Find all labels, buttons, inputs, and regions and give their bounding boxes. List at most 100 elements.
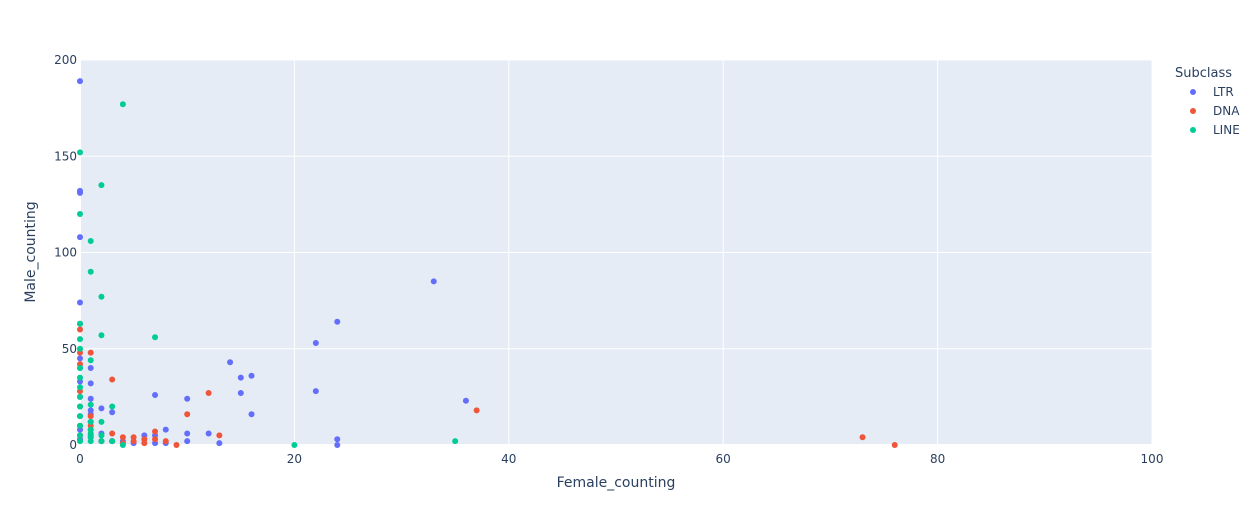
legend-item-dna[interactable]: DNA [1190, 104, 1240, 118]
data-point-dna[interactable] [859, 434, 866, 441]
data-point-dna[interactable] [205, 390, 212, 397]
data-point-dna[interactable] [162, 438, 169, 445]
data-point-line[interactable] [77, 374, 83, 381]
data-point-ltr[interactable] [430, 278, 437, 285]
data-point-dna[interactable] [173, 442, 180, 448]
data-point-line[interactable] [98, 182, 105, 189]
data-point-line[interactable] [119, 101, 126, 108]
x-tick-label: 80 [930, 452, 945, 466]
data-point-dna[interactable] [109, 376, 116, 383]
y-tick-label: 150 [54, 149, 77, 163]
data-point-line[interactable] [77, 413, 83, 420]
data-point-line[interactable] [87, 357, 94, 364]
legend-label-ltr: LTR [1213, 85, 1234, 99]
data-point-ltr[interactable] [87, 365, 94, 371]
data-point-ltr[interactable] [334, 318, 341, 325]
data-point-ltr[interactable] [77, 78, 83, 85]
data-point-dna[interactable] [87, 349, 94, 356]
data-point-line[interactable] [87, 418, 94, 425]
legend-item-ltr[interactable]: LTR [1190, 85, 1234, 99]
data-point-line[interactable] [119, 442, 126, 448]
data-point-line[interactable] [98, 418, 105, 425]
legend-marker-line [1190, 127, 1196, 133]
data-point-ltr[interactable] [248, 372, 255, 379]
data-point-ltr[interactable] [77, 299, 83, 306]
data-point-ltr[interactable] [184, 438, 191, 445]
x-axis-ticks: 0 20 40 60 80 100 [76, 452, 1163, 466]
data-point-line[interactable] [87, 268, 94, 275]
legend-item-line[interactable]: LINE [1190, 123, 1240, 137]
data-point-line[interactable] [77, 422, 83, 429]
data-point-line[interactable] [77, 432, 83, 439]
data-point-line[interactable] [109, 403, 116, 410]
data-point-line[interactable] [77, 403, 83, 410]
data-point-line[interactable] [291, 442, 298, 448]
data-point-ltr[interactable] [312, 339, 319, 346]
data-point-ltr[interactable] [237, 390, 244, 397]
data-point-ltr[interactable] [162, 426, 169, 433]
data-point-line[interactable] [152, 334, 159, 341]
data-point-ltr[interactable] [77, 234, 83, 241]
data-point-line[interactable] [87, 401, 94, 408]
series-line [77, 101, 459, 448]
data-point-dna[interactable] [141, 440, 148, 447]
data-point-line[interactable] [98, 293, 105, 300]
data-point-ltr[interactable] [98, 405, 105, 412]
data-point-line[interactable] [77, 393, 83, 400]
data-point-ltr[interactable] [87, 395, 94, 402]
data-point-line[interactable] [98, 438, 105, 445]
data-point-ltr[interactable] [184, 395, 191, 402]
y-tick-label: 50 [62, 342, 77, 356]
data-point-ltr[interactable] [87, 380, 94, 387]
data-point-ltr[interactable] [334, 442, 341, 448]
data-point-ltr[interactable] [312, 388, 319, 395]
data-point-dna[interactable] [891, 442, 898, 448]
y-tick-label: 0 [69, 438, 77, 452]
data-point-line[interactable] [87, 237, 94, 244]
data-point-ltr[interactable] [227, 359, 234, 366]
data-point-dna[interactable] [77, 326, 83, 333]
data-point-ltr[interactable] [152, 391, 159, 398]
data-point-dna[interactable] [119, 434, 126, 441]
data-point-dna[interactable] [152, 436, 159, 443]
data-point-ltr[interactable] [77, 355, 83, 362]
data-point-dna[interactable] [473, 407, 480, 414]
data-point-dna[interactable] [216, 432, 223, 439]
data-point-line[interactable] [98, 332, 105, 339]
data-point-ltr[interactable] [184, 430, 191, 437]
data-points [77, 78, 898, 448]
data-point-line[interactable] [77, 149, 83, 156]
y-axis-ticks: 0 50 100 150 200 [54, 53, 77, 452]
x-axis-title: Female_counting [557, 475, 676, 491]
legend-label-dna: DNA [1213, 104, 1240, 118]
data-point-line[interactable] [77, 336, 83, 343]
data-point-ltr[interactable] [109, 409, 116, 416]
y-axis-title: Male_counting [23, 201, 39, 302]
data-point-line[interactable] [77, 384, 83, 391]
data-point-dna[interactable] [87, 413, 94, 420]
data-point-ltr[interactable] [216, 440, 223, 447]
data-point-line[interactable] [77, 320, 83, 327]
data-point-dna[interactable] [184, 411, 191, 418]
data-point-dna[interactable] [152, 428, 159, 435]
data-point-dna[interactable] [130, 438, 137, 445]
data-point-ltr[interactable] [248, 411, 255, 418]
data-point-ltr[interactable] [334, 436, 341, 443]
data-point-line[interactable] [77, 211, 83, 217]
x-tick-label: 20 [287, 452, 302, 466]
data-point-line[interactable] [452, 438, 459, 445]
data-point-line[interactable] [87, 438, 94, 445]
data-point-ltr[interactable] [77, 189, 83, 196]
data-point-ltr[interactable] [237, 374, 244, 381]
data-point-line[interactable] [77, 345, 83, 352]
data-point-line[interactable] [98, 432, 105, 439]
x-tick-label: 60 [716, 452, 731, 466]
legend-items[interactable]: LTR DNA LINE [1190, 85, 1240, 137]
legend[interactable]: Subclass LTR DNA LINE [1175, 66, 1240, 137]
data-point-line[interactable] [77, 438, 83, 445]
data-point-ltr[interactable] [462, 397, 469, 404]
data-point-dna[interactable] [109, 430, 116, 437]
data-point-line[interactable] [109, 438, 116, 445]
data-point-line[interactable] [77, 365, 83, 371]
data-point-ltr[interactable] [205, 430, 212, 437]
